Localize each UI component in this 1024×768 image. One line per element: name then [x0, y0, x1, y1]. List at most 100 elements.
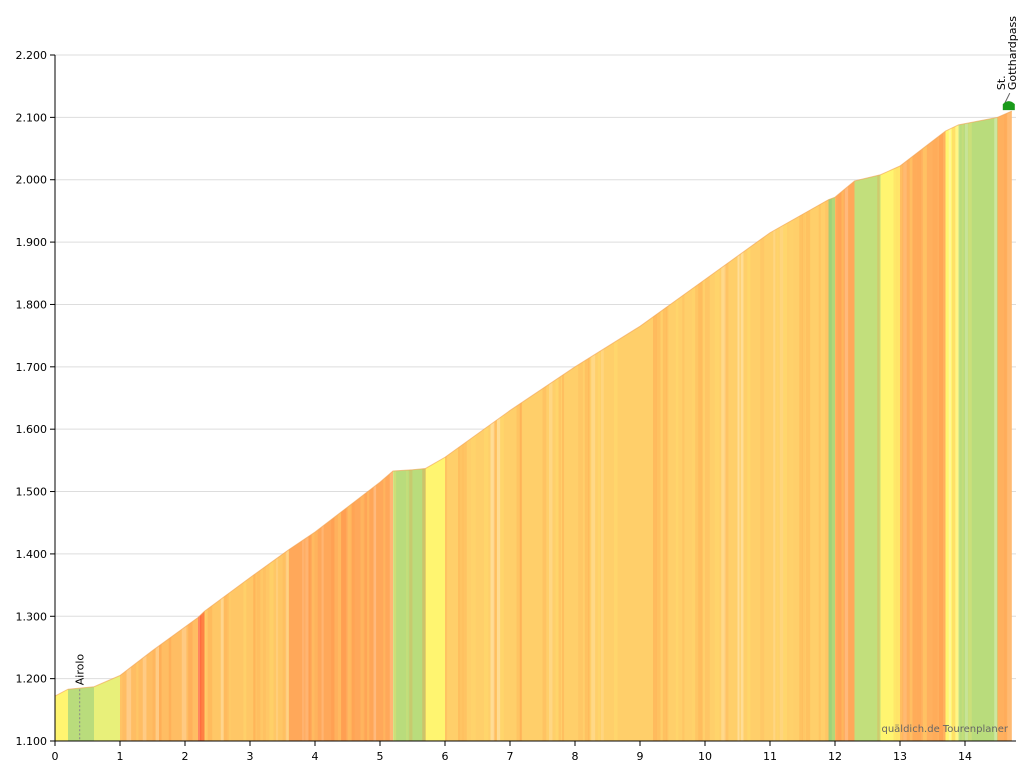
- gradient-stripe: [516, 111, 522, 741]
- waypoints: Airolo St.Gotthardpass: [74, 16, 1019, 741]
- gradient-stripe: [220, 111, 224, 741]
- y-tick-label: 1.300: [16, 610, 48, 623]
- gradient-stripe: [747, 111, 751, 741]
- gradient-band: [900, 111, 946, 741]
- gradient-stripe: [666, 111, 669, 741]
- x-tick-label: 13: [893, 750, 907, 763]
- gradient-stripe: [773, 111, 776, 741]
- gradient-stripe: [484, 111, 489, 741]
- gradient-stripe: [588, 111, 591, 741]
- summit-flag-icon: [1002, 101, 1015, 111]
- gradient-stripe: [1007, 111, 1012, 741]
- gradient-stripe: [243, 111, 247, 741]
- x-tick-label: 2: [182, 750, 189, 763]
- x-tick-label: 8: [572, 750, 579, 763]
- gradient-stripe: [445, 111, 448, 741]
- gradient-stripe: [155, 111, 160, 741]
- gradient-stripe: [555, 111, 559, 741]
- gradient-stripe: [844, 111, 849, 741]
- gradient-band: [958, 111, 998, 741]
- gradient-stripe: [721, 111, 726, 741]
- watermark-label: quäldich.de Tourenplaner: [881, 724, 1008, 735]
- y-tick-label: 1.500: [16, 486, 48, 499]
- gradient-stripe: [783, 111, 788, 741]
- gradient-stripe: [383, 111, 386, 741]
- gradient-stripe: [181, 111, 187, 741]
- gradient-band: [945, 111, 959, 741]
- gradient-stripe: [253, 111, 256, 741]
- x-tick-label: 0: [52, 750, 59, 763]
- gradient-stripe: [831, 111, 837, 741]
- gradient-stripe: [932, 111, 938, 741]
- gradient-stripe: [789, 111, 794, 741]
- gradient-stripe: [877, 111, 880, 741]
- gradient-band: [828, 111, 836, 741]
- gradient-stripe: [341, 111, 346, 741]
- gradient-stripe: [913, 111, 917, 741]
- waypoint-label-line: St.: [995, 75, 1008, 90]
- gradient-stripe: [562, 111, 565, 741]
- gradient-stripe: [464, 111, 467, 741]
- gradient-stripe: [207, 111, 213, 741]
- gradient-stripe: [276, 111, 279, 741]
- gradient-stripe: [597, 111, 601, 741]
- gradient-stripe: [955, 111, 960, 741]
- gradient-stripe: [458, 111, 461, 741]
- gradient-stripe: [227, 111, 231, 741]
- gradient-stripe: [841, 111, 844, 741]
- gradient-band: [55, 111, 69, 741]
- gradient-band: [880, 111, 901, 741]
- gradient-stripe: [500, 111, 504, 741]
- gradient-stripe: [549, 111, 553, 741]
- gradient-band: [854, 111, 881, 741]
- gradient-stripe: [614, 111, 618, 741]
- gradient-stripe: [584, 111, 590, 741]
- gradient-stripe: [188, 111, 193, 741]
- y-tick-label: 1.200: [16, 673, 48, 686]
- gradient-stripe: [471, 111, 476, 741]
- gradient-stripe: [136, 111, 139, 741]
- gradient-stripe: [201, 111, 207, 741]
- gradient-stripe: [406, 111, 409, 741]
- gradient-stripe: [838, 111, 843, 741]
- gradient-stripe: [961, 111, 964, 741]
- y-tick-label: 2.100: [16, 111, 48, 124]
- y-tick-label: 2.000: [16, 174, 48, 187]
- gradient-stripe: [662, 111, 667, 741]
- x-tick-label: 3: [247, 750, 254, 763]
- gradient-stripe: [363, 111, 368, 741]
- profile-line: [54, 110, 1012, 697]
- gradient-stripe: [152, 111, 155, 741]
- gradient-stripe: [461, 111, 465, 741]
- gradient-stripe: [740, 111, 744, 741]
- y-tick-label: 2.200: [16, 49, 48, 62]
- gradient-stripe: [900, 111, 903, 741]
- gradient-stripe: [168, 111, 172, 741]
- gradient-band: [997, 111, 1012, 741]
- gradient-stripe: [948, 111, 952, 741]
- gradient-stripe: [269, 111, 274, 741]
- x-tick-label: 7: [507, 750, 514, 763]
- gradient-stripe: [285, 111, 289, 741]
- gradient-stripe: [779, 111, 784, 741]
- gradient-stripe: [1004, 111, 1007, 741]
- gradient-stripe: [542, 111, 547, 741]
- elevation-area: [55, 111, 1012, 741]
- x-tick-label: 6: [442, 750, 449, 763]
- gradient-stripe: [601, 111, 604, 741]
- y-tick-label: 1.600: [16, 423, 48, 436]
- gradient-band: [835, 111, 855, 741]
- gradient-stripe: [705, 111, 710, 741]
- gradient-stripe: [126, 111, 132, 741]
- gradient-stripe: [558, 111, 562, 741]
- x-tick-label: 11: [763, 750, 777, 763]
- gradient-stripe: [692, 111, 695, 741]
- y-tick-label: 1.100: [16, 735, 48, 748]
- gradient-stripe: [497, 111, 501, 741]
- gradient-stripe: [825, 111, 830, 741]
- gradient-stripe: [142, 111, 147, 741]
- gradient-stripe: [776, 111, 779, 741]
- gradient-stripe: [311, 111, 315, 741]
- gradient-stripe: [337, 111, 342, 741]
